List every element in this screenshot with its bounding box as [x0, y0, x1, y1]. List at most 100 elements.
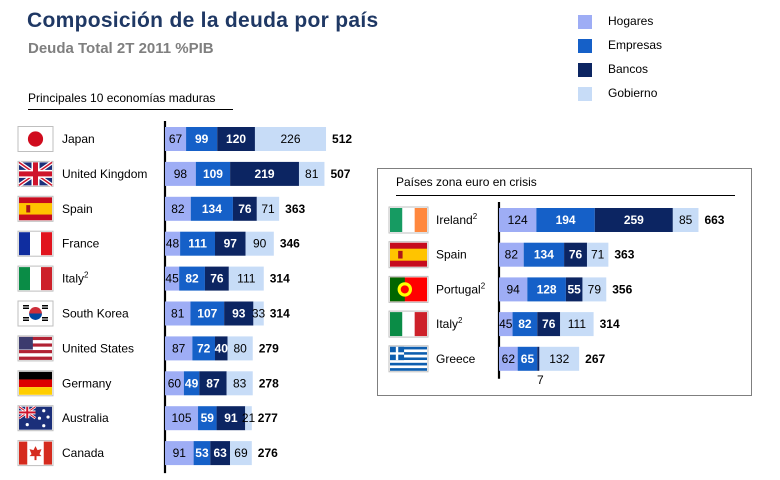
bar-segment-bancos: [215, 336, 228, 361]
bar-segment-bancos: [594, 208, 673, 232]
bar-segment-hogares: [165, 371, 184, 396]
bar-value-label: 105: [171, 411, 191, 425]
country-label: Ireland2: [436, 212, 478, 227]
bar-segment-gobierno: [245, 406, 252, 431]
bar-value-label: 82: [171, 202, 185, 216]
bar-total-label: 314: [600, 317, 620, 331]
bar-segment-hogares: [165, 127, 187, 151]
bar-value-label: 111: [188, 237, 207, 251]
france-flag-icon: [17, 230, 54, 257]
bar-row: South Korea 81 107 93 33 314: [17, 300, 290, 327]
legend: Hogares Empresas Bancos Gobierno: [578, 14, 768, 109]
bar-segment-hogares: [165, 196, 191, 221]
bar-value-label: 72: [197, 341, 211, 355]
legend-swatch-gobierno: [578, 87, 592, 101]
legend-label-empresas: Empresas: [608, 38, 663, 52]
bar-segment-gobierno: [230, 441, 252, 466]
bar-segment-bancos: [537, 312, 561, 337]
ireland-flag-icon: [388, 206, 429, 234]
bar-segment-hogares: [499, 208, 537, 232]
bar-row: Germany 60 49 87 83 278: [17, 370, 279, 397]
bar-segment-gobierno: [228, 266, 264, 291]
country-label-sup: 2: [458, 316, 463, 325]
bar-value-label: 76: [210, 272, 224, 286]
bar-value-label: 59: [201, 411, 215, 425]
bar-segment-empresas: [193, 441, 211, 466]
section-divider-crisis: [396, 195, 735, 196]
country-label: Japan: [62, 132, 95, 146]
bar-total-label: 279: [259, 341, 279, 355]
bar-segment-gobierno: [672, 208, 699, 232]
bar-segment-hogares: [165, 301, 191, 326]
legend-swatch-empresas: [578, 39, 592, 53]
bar-value-label: 87: [172, 341, 186, 355]
bar-value-label: 55: [567, 282, 581, 296]
bar-segment-gobierno: [586, 242, 609, 267]
bar-row: Italy2 45 82 76 111 314: [388, 310, 620, 338]
greece-flag-icon: [388, 345, 429, 373]
country-label: Spain: [62, 202, 93, 216]
australia-flag-icon: [17, 405, 54, 432]
bar-segment-hogares: [165, 231, 181, 256]
bar-segment-empresas: [179, 266, 205, 291]
bar-value-label: 45: [499, 317, 513, 331]
bar-segment-empresas: [523, 242, 565, 267]
chart-panel-1: Ireland2 124 194 259 85 663 Spain 82 134 76 71 363 P…: [388, 202, 725, 387]
bar-row: Japan 67 99 120 226 512: [17, 126, 352, 152]
country-label: Italy2: [436, 316, 463, 331]
country-label: Germany: [62, 376, 111, 390]
bar-value-label: 67: [169, 132, 183, 146]
bar-value-label: 71: [591, 248, 605, 262]
bar-value-label: 48: [166, 237, 180, 251]
spain-flag-icon: [17, 195, 54, 222]
legend-swatch-bancos: [578, 63, 592, 77]
bar-value-label: 111: [568, 317, 587, 331]
bar-value-label: 128: [537, 282, 557, 296]
bar-value-label: 63: [214, 446, 228, 460]
country-label: South Korea: [62, 307, 129, 321]
legend-label-hogares: Hogares: [608, 14, 654, 28]
bar-value-label: 40: [215, 341, 229, 355]
bar-segment-bancos: [204, 266, 229, 291]
bar-segment-hogares: [165, 336, 193, 361]
bar-segment-hogares: [499, 312, 513, 337]
bar-value-label: 82: [518, 317, 532, 331]
germany-flag-icon: [17, 370, 54, 397]
legend-label-bancos: Bancos: [608, 62, 649, 76]
country-label-sup: 2: [84, 271, 89, 280]
country-label: Italy2: [62, 271, 89, 286]
country-label: France: [62, 237, 100, 251]
spain-flag-icon: [388, 241, 429, 269]
section-title-major-economies: Principales 10 economías maduras: [28, 91, 216, 105]
bar-row: Spain 82 134 76 71 363: [388, 241, 635, 269]
us-flag-icon: [17, 335, 54, 362]
bar-row: Greece 62 657 132 267: [388, 345, 605, 387]
bar-value-label: 85: [679, 213, 693, 227]
country-label: Portugal2: [436, 281, 486, 296]
bar-segment-empresas: [198, 406, 217, 431]
legend-label-gobierno: Gobierno: [608, 86, 658, 100]
bar-value-label: 98: [174, 167, 188, 181]
bar-value-label: 93: [232, 307, 246, 321]
bar-segment-bancos: [215, 231, 246, 256]
bar-segment-empresas: [536, 208, 595, 232]
bar-segment-gobierno: [254, 127, 327, 151]
bar-value-label: 83: [233, 376, 247, 390]
bar-value-label: 69: [234, 446, 248, 460]
bar-value-label: 65: [521, 352, 535, 366]
bar-value-label: 53: [195, 446, 209, 460]
bar-total-label: 507: [330, 167, 350, 181]
bar-segment-bancos: [232, 196, 257, 221]
bar-row: United Kingdom 98 109 219 81 507: [17, 160, 351, 188]
bar-value-label: 49: [185, 376, 199, 390]
bar-value-label: 259: [624, 213, 644, 227]
uk-flag-icon: [17, 160, 54, 188]
bar-value-label: 99: [195, 132, 209, 146]
bar-value-label: 90: [253, 237, 267, 251]
bar-row: Australia 105 59 91 21 277: [17, 405, 278, 432]
bar-segment-bancos: [216, 406, 246, 431]
country-label: Greece: [436, 352, 476, 366]
bar-total-label: 363: [285, 202, 305, 216]
bar-segment-empresas: [180, 231, 216, 256]
